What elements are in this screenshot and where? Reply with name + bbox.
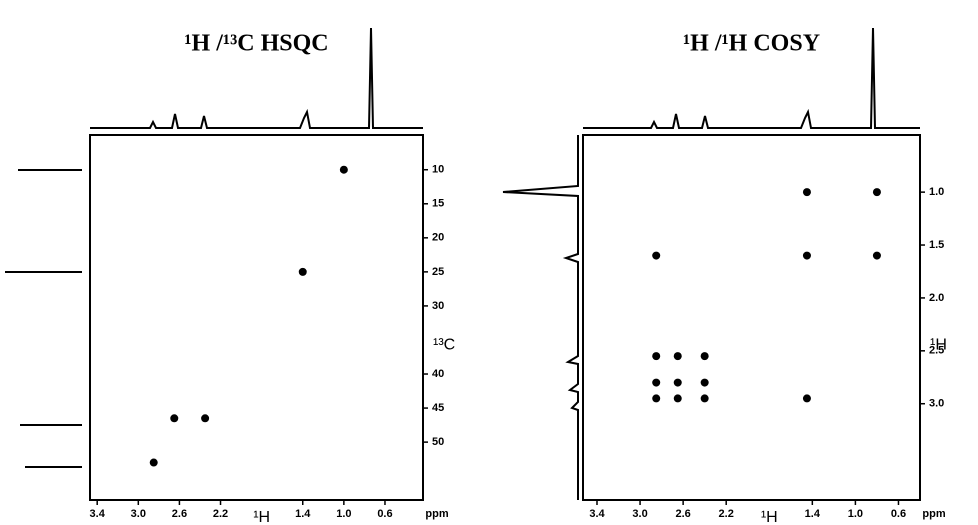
y-tick-label: 15: [432, 198, 444, 210]
chart-title: ¹H /¹³C HSQC: [184, 31, 328, 57]
peak: [673, 378, 682, 387]
side-projection: [5, 169, 82, 468]
peak: [700, 352, 709, 361]
y-tick-label: 3.0: [929, 398, 944, 410]
peak: [802, 188, 811, 197]
y-tick-label: 20: [432, 232, 444, 244]
x-tick-label: 3.4: [90, 508, 106, 520]
x-tick-label: 3.0: [632, 508, 647, 520]
x-tick-label: 3.4: [589, 508, 605, 520]
y-tick-label: 2.0: [929, 292, 944, 304]
peak: [170, 414, 179, 423]
y-tick-label: 45: [432, 402, 444, 414]
chart-title: ¹H /¹H COSY: [683, 31, 820, 57]
y-tick-label: 25: [432, 266, 444, 278]
x-tick-label: 2.6: [675, 508, 690, 520]
peak: [652, 394, 661, 403]
peak: [802, 394, 811, 403]
peak: [652, 378, 661, 387]
y-axis-label: ¹³C: [433, 337, 455, 354]
x-tick-label: 2.6: [172, 508, 187, 520]
peak: [700, 394, 709, 403]
peak: [872, 188, 881, 197]
x-unit: ppm: [922, 508, 945, 520]
plot-frame: [582, 134, 921, 501]
peak: [298, 267, 307, 276]
plot-frame: [89, 134, 424, 501]
top-projection: [583, 27, 920, 129]
peak: [339, 165, 348, 174]
peak: [700, 378, 709, 387]
x-tick-label: 3.0: [131, 508, 146, 520]
peak: [652, 251, 661, 260]
peak: [201, 414, 210, 423]
y-tick-label: 40: [432, 368, 444, 380]
peak: [673, 394, 682, 403]
side-projection: [502, 135, 579, 500]
peak: [149, 458, 158, 467]
x-tick-label: 1.4: [805, 508, 821, 520]
x-tick-label: 1.4: [295, 508, 311, 520]
y-tick-label: 2.5: [929, 345, 944, 357]
x-axis-label: ¹H: [761, 509, 778, 525]
x-tick-label: 2.2: [719, 508, 734, 520]
x-tick-label: 1.0: [336, 508, 351, 520]
x-tick-label: 2.2: [213, 508, 228, 520]
y-tick-label: 1.0: [929, 186, 944, 198]
x-tick-label: 0.6: [377, 508, 392, 520]
peak: [802, 251, 811, 260]
y-tick-label: 50: [432, 436, 444, 448]
x-tick-label: 0.6: [891, 508, 906, 520]
y-tick-label: 1.5: [929, 239, 944, 251]
y-tick-label: 10: [432, 164, 444, 176]
peak: [673, 352, 682, 361]
peak: [872, 251, 881, 260]
x-tick-label: 1.0: [848, 508, 863, 520]
y-tick-label: 30: [432, 300, 444, 312]
top-projection: [90, 27, 423, 129]
y-axis-label: ¹H: [930, 337, 947, 354]
peak: [652, 352, 661, 361]
x-unit: ppm: [425, 508, 448, 520]
x-axis-label: ¹H: [253, 509, 270, 525]
